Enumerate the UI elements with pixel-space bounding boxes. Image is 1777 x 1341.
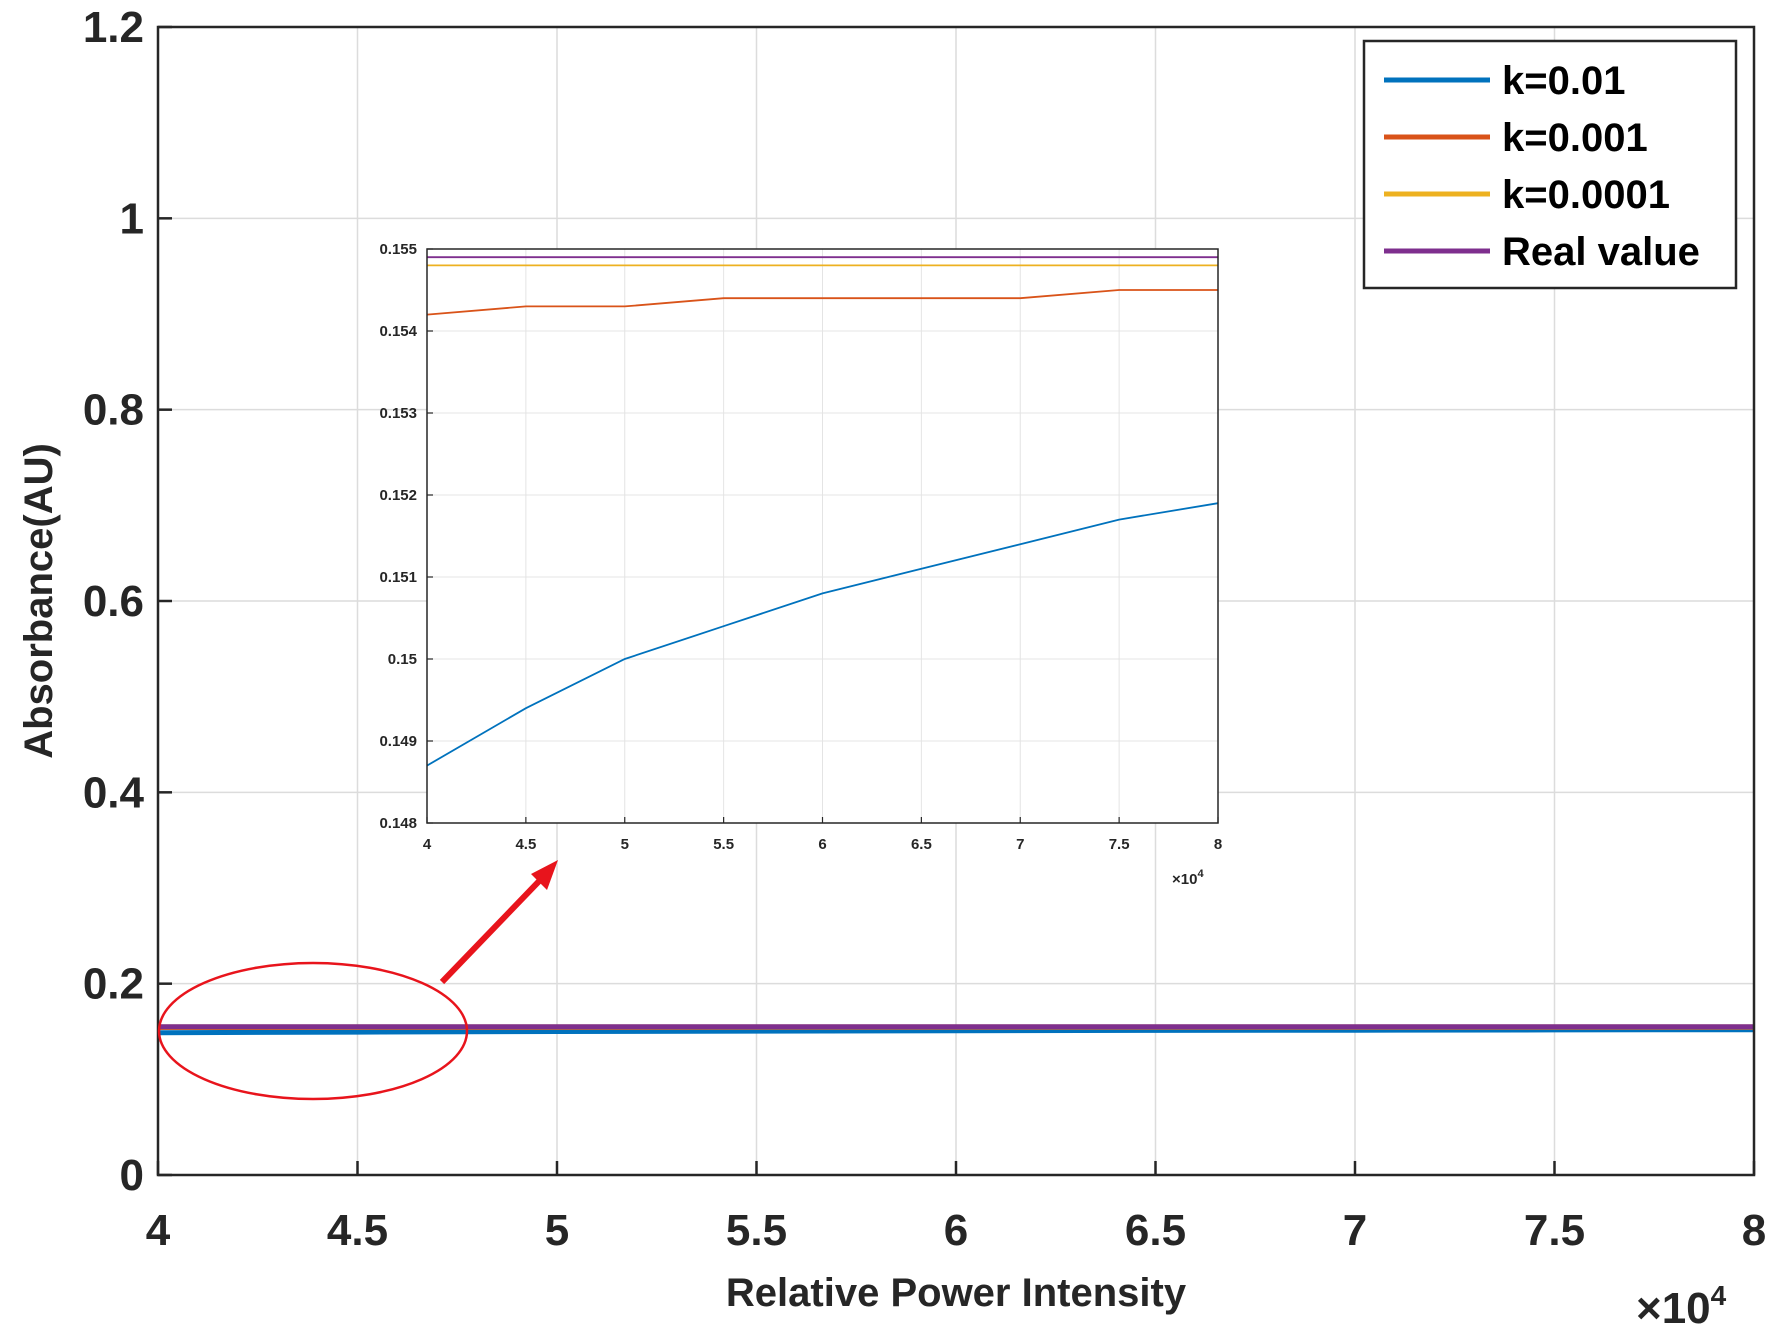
inset-y-tick-label: 0.148 xyxy=(379,815,417,832)
y-axis-label: Absorbance(AU) xyxy=(17,443,61,759)
main-x-tick-label: 5 xyxy=(545,1206,569,1255)
legend-label-k-0-01: k=0.01 xyxy=(1502,59,1625,103)
zoom-annotation xyxy=(157,860,558,1101)
inset-x-tick-label: 4.5 xyxy=(515,836,536,853)
inset-x-tick-label: 5.5 xyxy=(713,836,734,853)
main-series xyxy=(157,1024,1755,1036)
legend: k=0.01 k=0.001 k=0.0001 Real value xyxy=(1362,39,1738,290)
main-x-tick-label: 8 xyxy=(1742,1206,1766,1255)
inset-y-tick-label: 0.154 xyxy=(379,323,417,340)
legend-label-real-value: Real value xyxy=(1502,230,1700,274)
main-y-tick-labels: 0 0.2 0.4 0.6 0.8 1 1.2 xyxy=(83,3,172,1200)
inset-y-tick-label: 0.151 xyxy=(379,569,417,586)
inset-plot: 4 4.5 5 5.5 6 6.5 7 7.5 8 0.1480.1490.150.1510.1… xyxy=(379,241,1222,888)
main-x-tick-label: 6.5 xyxy=(1125,1206,1186,1255)
main-x-tick-label: 4 xyxy=(146,1206,171,1255)
main-y-tick-label: 0.2 xyxy=(83,960,144,1009)
inset-x-tick-label: 6 xyxy=(818,836,826,853)
inset-series-k-0-001 xyxy=(426,289,1218,316)
main-y-tick-label: 0.6 xyxy=(83,577,144,626)
zoom-arrow xyxy=(439,872,548,985)
inset-x-tick-label: 5 xyxy=(621,836,629,853)
x-axis-multiplier: ×104 xyxy=(1636,1280,1727,1333)
inset-grid xyxy=(427,249,1218,823)
main-x-tick-labels: 4 4.5 5 5.5 6 6.5 7 7.5 8 xyxy=(146,1161,1766,1255)
main-y-tick-label: 0.8 xyxy=(83,386,144,435)
inset-series xyxy=(426,256,1219,767)
inset-y-tick-label: 0.152 xyxy=(379,487,417,504)
main-x-tick-label: 4.5 xyxy=(327,1206,388,1255)
legend-label-k-0-001: k=0.001 xyxy=(1502,116,1648,160)
main-y-tick-label: 1 xyxy=(120,194,144,243)
main-x-tick-label: 6 xyxy=(944,1206,968,1255)
main-y-tick-label: 0.4 xyxy=(83,768,145,817)
inset-x-tick-label: 8 xyxy=(1214,836,1222,853)
main-y-tick-label: 0 xyxy=(120,1151,144,1200)
main-y-tick-label: 1.2 xyxy=(83,3,144,52)
inset-x-tick-label: 4 xyxy=(423,836,432,853)
inset-y-tick-labels: 0.148 0.149 0.15 0.151 0.152 0.153 0.154 0.155 xyxy=(379,241,433,832)
inset-y-tick-label: 0.153 xyxy=(379,405,417,422)
inset-x-tick-label: 7 xyxy=(1016,836,1024,853)
main-x-tick-label: 7.5 xyxy=(1524,1206,1585,1255)
zoom-region-ellipse xyxy=(157,961,469,1101)
inset-y-tick-label: 0.155 xyxy=(379,241,417,258)
inset-y-tick-label: 0.149 xyxy=(379,733,417,750)
inset-x-tick-labels: 4 4.5 5 5.5 6 6.5 7 7.5 8 xyxy=(423,817,1222,853)
x-axis-label: Relative Power Intensity xyxy=(726,1271,1187,1315)
inset-x-tick-label: 7.5 xyxy=(1109,836,1130,853)
legend-entries: k=0.01 k=0.001 k=0.0001 Real value xyxy=(1384,59,1700,274)
inset-series-k-0-01 xyxy=(426,502,1219,767)
inset-y-tick-label: 0.15 xyxy=(388,651,417,668)
main-x-tick-label: 7 xyxy=(1343,1206,1367,1255)
legend-label-k-0-0001: k=0.0001 xyxy=(1502,173,1670,217)
main-series-k-0-01 xyxy=(157,1027,1755,1036)
inset-x-tick-label: 6.5 xyxy=(911,836,932,853)
main-x-tick-label: 5.5 xyxy=(726,1206,787,1255)
zoom-arrow-head xyxy=(531,860,558,890)
inset-x-axis-multiplier: ×104 xyxy=(1172,868,1204,888)
